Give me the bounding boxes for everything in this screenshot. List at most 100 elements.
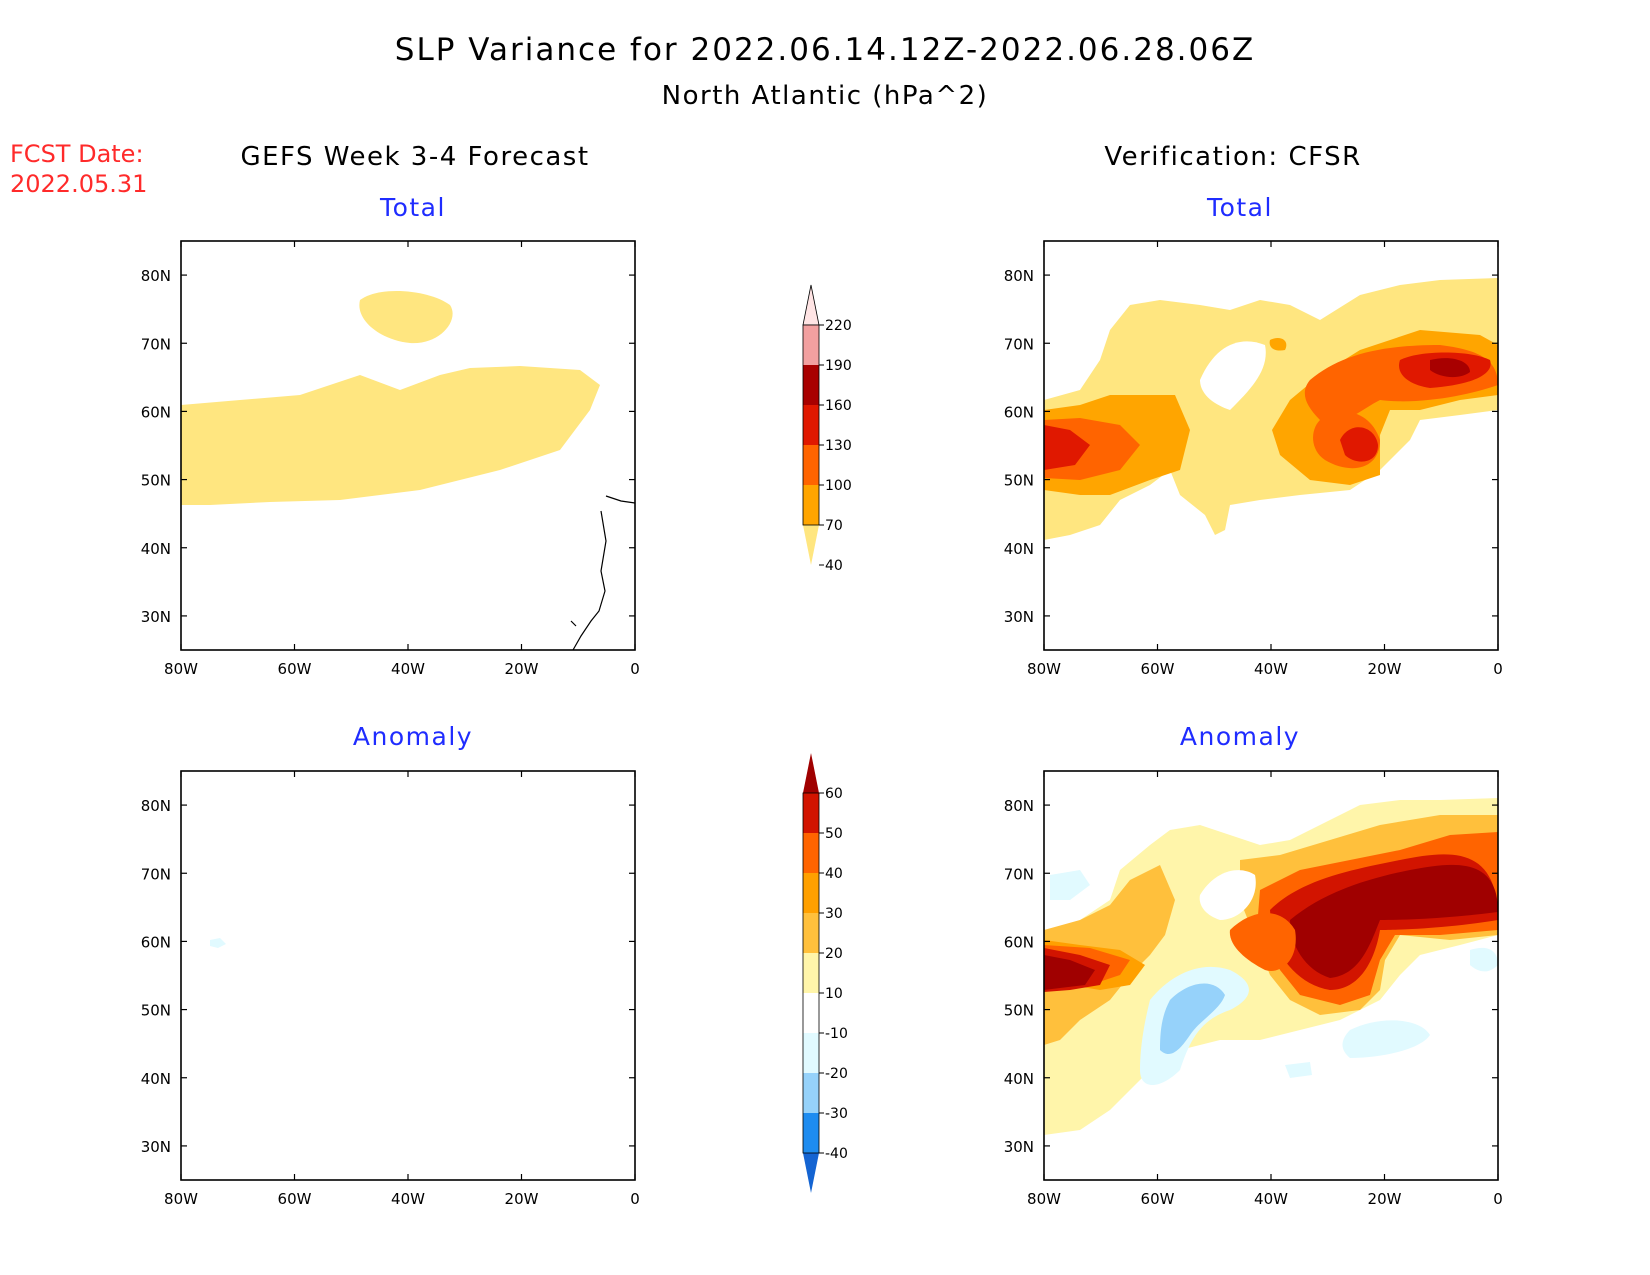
lat-tick-label: 80N xyxy=(141,267,171,285)
lat-tick-label: 80N xyxy=(141,797,171,815)
map-frame xyxy=(180,770,636,1181)
lon-tick-label: 60W xyxy=(278,660,312,678)
colorbar-label: 60 xyxy=(825,786,843,802)
lat-tick-label: 30N xyxy=(1004,1138,1034,1156)
colorbar-label: 70 xyxy=(825,518,843,534)
lon-axis: 80W 60W 40W 20W 0 xyxy=(1027,771,1503,1208)
lat-tick-label: 50N xyxy=(141,1002,171,1020)
lon-axis: 80W 60W 40W 20W 0 xyxy=(1027,241,1503,678)
lat-tick-label: 70N xyxy=(141,335,171,353)
colorbar-label: -10 xyxy=(825,1026,848,1042)
lat-tick-label: 40N xyxy=(1004,1070,1034,1088)
colorbar-label: 160 xyxy=(825,398,852,414)
colorbar-anomaly: 60 50 40 30 20 10 -10 -20 -30 -40 xyxy=(802,753,848,1193)
colorbar-label: 20 xyxy=(825,946,843,962)
lon-tick-label: 0 xyxy=(630,1190,640,1208)
field-forecast-total xyxy=(181,290,600,505)
colorbar-segment xyxy=(803,365,819,405)
colorbar-label: 10 xyxy=(825,986,843,1002)
lat-tick-label: 60N xyxy=(141,403,171,421)
colorbar-segment xyxy=(803,445,819,485)
left-heading: GEFS Week 3-4 Forecast xyxy=(240,142,589,172)
lon-tick-label: 0 xyxy=(1493,1190,1503,1208)
colorbar-segment xyxy=(803,1113,819,1153)
lon-tick-label: 20W xyxy=(1368,1190,1402,1208)
lon-tick-label: 80W xyxy=(164,660,198,678)
lat-tick-label: 80N xyxy=(1004,267,1034,285)
lat-axis: 80N 70N 60N 50N 40N 30N xyxy=(141,797,635,1156)
lon-tick-label: 20W xyxy=(505,1190,539,1208)
panel-title-forecast-anomaly: Anomaly xyxy=(353,722,473,751)
panel-title-forecast-total: Total xyxy=(379,193,446,222)
panel-title-verification-anomaly: Anomaly xyxy=(1180,722,1300,751)
panel-forecast-anomaly: Anomaly 80N 70N 60N 50N 40N 30N 80W 60W 40W 20W 0 xyxy=(141,722,640,1208)
colorbar-label: 100 xyxy=(825,478,852,494)
colorbar-frame xyxy=(802,324,820,526)
colorbar-total: 220 190 160 130 100 70 40 xyxy=(802,284,852,574)
panel-forecast-total: Total 80N 70N 60N 50N 40N 30N 80W 60W 40W 20W 0 xyxy=(141,193,640,678)
colorbar-segment xyxy=(803,913,819,953)
lat-tick-label: 30N xyxy=(1004,608,1034,626)
colorbar-segment xyxy=(803,1033,819,1073)
lat-tick-label: 70N xyxy=(141,865,171,883)
lat-axis: 80N 70N 60N 50N 40N 30N xyxy=(1004,267,1498,626)
colorbar-arrow-bottom xyxy=(803,1153,819,1193)
lat-tick-label: 50N xyxy=(141,472,171,490)
colorbar-segment xyxy=(803,833,819,873)
colorbar-label: 130 xyxy=(825,438,852,454)
lon-tick-label: 40W xyxy=(1254,660,1288,678)
colorbar-segment xyxy=(803,793,819,833)
lon-axis: 80W 60W 40W 20W 0 xyxy=(164,771,640,1208)
colorbar-frame xyxy=(802,792,820,1154)
colorbar-label: -30 xyxy=(825,1106,848,1122)
lat-tick-label: 40N xyxy=(141,1070,171,1088)
field-forecast-anomaly xyxy=(210,938,226,948)
colorbar-segment xyxy=(803,953,819,993)
lon-axis: 80W 60W 40W 20W 0 xyxy=(164,241,640,678)
lon-tick-label: 60W xyxy=(1141,660,1175,678)
lat-axis: 80N 70N 60N 50N 40N 30N xyxy=(141,267,635,626)
colorbar-label: 220 xyxy=(825,318,852,334)
field-verification-total xyxy=(1044,278,1498,540)
panel-title-verification-total: Total xyxy=(1206,193,1273,222)
lat-tick-label: 40N xyxy=(141,540,171,558)
lat-axis: 80N 70N 60N 50N 40N 30N xyxy=(1004,797,1498,1156)
lon-tick-label: 0 xyxy=(630,660,640,678)
lon-tick-label: 60W xyxy=(1141,1190,1175,1208)
lon-tick-label: 40W xyxy=(1254,1190,1288,1208)
panel-verification-total: Total 80N 70N 60N 50N 40N 30N 80W 60W 40W 20W 0 xyxy=(1004,193,1503,678)
colorbar-segment xyxy=(803,1073,819,1113)
colorbar-arrow-bottom xyxy=(803,525,819,565)
colorbar-label: 50 xyxy=(825,826,843,842)
lat-tick-label: 70N xyxy=(1004,865,1034,883)
colorbar-label: -40 xyxy=(825,1146,848,1162)
lon-tick-label: 80W xyxy=(164,1190,198,1208)
lon-tick-label: 0 xyxy=(1493,660,1503,678)
lat-tick-label: 50N xyxy=(1004,472,1034,490)
lon-tick-label: 60W xyxy=(278,1190,312,1208)
lon-tick-label: 40W xyxy=(391,660,425,678)
figure-subtitle: North Atlantic (hPa^2) xyxy=(662,81,989,111)
colorbar-segment xyxy=(803,993,819,1033)
colorbar-label: 40 xyxy=(825,866,843,882)
figure-title: SLP Variance for 2022.06.14.12Z-2022.06.… xyxy=(395,32,1255,68)
colorbar-arrow-top xyxy=(803,753,819,793)
lat-tick-label: 30N xyxy=(141,608,171,626)
colorbar-label: 30 xyxy=(825,906,843,922)
lat-tick-label: 50N xyxy=(1004,1002,1034,1020)
fcst-date-value: 2022.05.31 xyxy=(10,170,147,198)
right-heading: Verification: CFSR xyxy=(1104,142,1361,172)
lat-tick-label: 60N xyxy=(1004,403,1034,421)
coastline xyxy=(181,781,635,1180)
lat-tick-label: 80N xyxy=(1004,797,1034,815)
colorbar-segment xyxy=(803,325,819,365)
colorbar-segment xyxy=(803,485,819,525)
colorbar-label: -20 xyxy=(825,1066,848,1082)
lon-tick-label: 40W xyxy=(391,1190,425,1208)
colorbar-label: 40 xyxy=(825,558,843,574)
panel-verification-anomaly: Anomaly 80N 70N 60N 50N 40N 30N 80W 60W 40W 20W xyxy=(1004,722,1503,1208)
lon-tick-label: 80W xyxy=(1027,660,1061,678)
field-verification-anomaly xyxy=(1044,798,1498,1135)
lat-tick-label: 60N xyxy=(141,933,171,951)
